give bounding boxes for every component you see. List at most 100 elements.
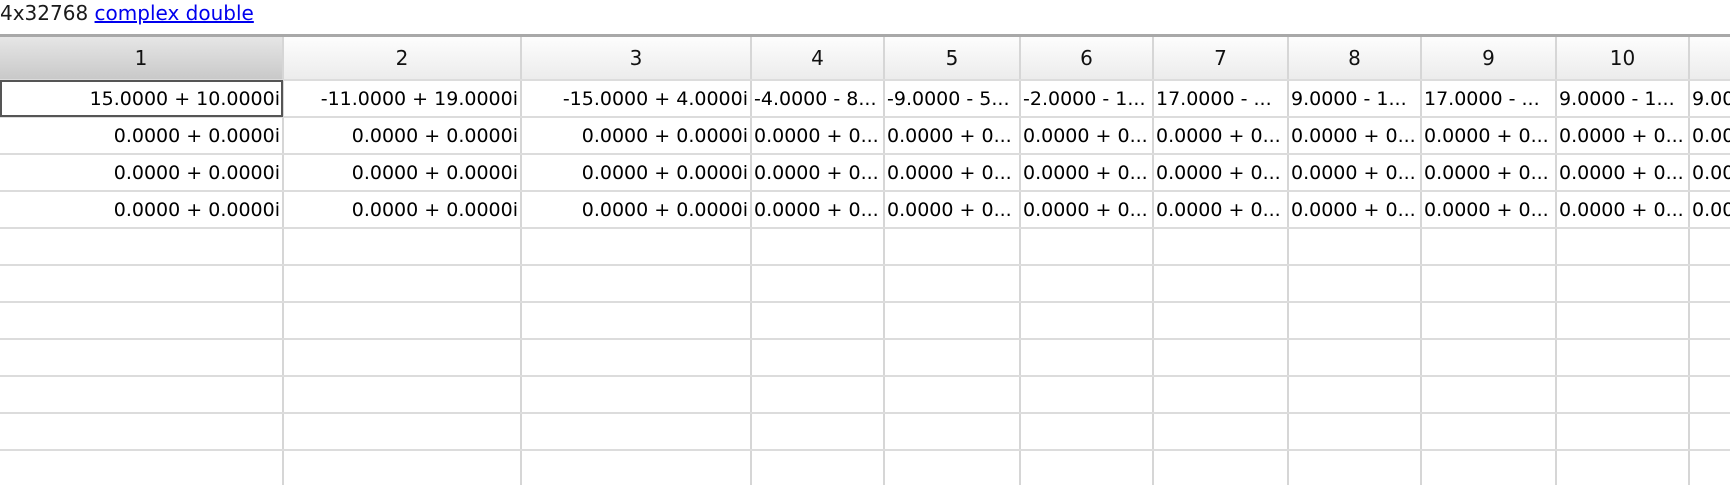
- empty-cell[interactable]: [0, 302, 284, 340]
- table-cell[interactable]: -15.0000 + 4.0000i: [521, 80, 752, 118]
- table-cell[interactable]: 0.0000 + 0.0000i: [521, 117, 752, 155]
- empty-cell[interactable]: [1288, 376, 1422, 414]
- empty-cell[interactable]: [1421, 339, 1557, 377]
- table-cell[interactable]: 0.0000 + 0.0000i: [0, 154, 284, 192]
- table-cell[interactable]: 0.0000 + 0...: [751, 117, 885, 155]
- table-cell[interactable]: 0.0000 + 0...: [1153, 191, 1289, 229]
- empty-cell[interactable]: [884, 265, 1021, 303]
- table-cell[interactable]: 0.0000 + 0...: [884, 191, 1021, 229]
- empty-cell[interactable]: [1421, 302, 1557, 340]
- table-cell[interactable]: 9.0000 - 1...: [1288, 80, 1422, 118]
- empty-cell[interactable]: [1020, 376, 1154, 414]
- table-cell[interactable]: 0.0000 + 0...: [1153, 154, 1289, 192]
- table-cell[interactable]: 0.0000 + 0...: [1421, 117, 1557, 155]
- empty-cell[interactable]: [1421, 450, 1557, 485]
- empty-cell[interactable]: [1288, 228, 1422, 266]
- variable-type-link[interactable]: complex double: [94, 1, 254, 25]
- table-cell[interactable]: 0.0000 + 0...: [1288, 117, 1422, 155]
- table-cell[interactable]: 0.0000 + 0...: [1556, 117, 1690, 155]
- empty-cell[interactable]: [521, 413, 752, 451]
- table-cell[interactable]: 0.0000 + 0...: [1556, 191, 1690, 229]
- table-cell[interactable]: 9.00: [1689, 80, 1730, 118]
- empty-cell[interactable]: [1556, 302, 1690, 340]
- empty-cell[interactable]: [1288, 450, 1422, 485]
- empty-cell[interactable]: [884, 450, 1021, 485]
- empty-cell[interactable]: [1556, 339, 1690, 377]
- column-header-10[interactable]: 10: [1556, 37, 1690, 81]
- column-header-8[interactable]: 8: [1288, 37, 1422, 81]
- empty-cell[interactable]: [1153, 265, 1289, 303]
- column-header-5[interactable]: 5: [884, 37, 1021, 81]
- table-cell[interactable]: 15.0000 + 10.0000i: [0, 80, 284, 118]
- empty-cell[interactable]: [1556, 413, 1690, 451]
- empty-cell[interactable]: [1153, 339, 1289, 377]
- table-cell[interactable]: 0.0000 + 0...: [1020, 154, 1154, 192]
- column-header-2[interactable]: 2: [283, 37, 522, 81]
- empty-cell[interactable]: [283, 413, 522, 451]
- empty-cell[interactable]: [884, 376, 1021, 414]
- empty-cell[interactable]: [283, 228, 522, 266]
- empty-cell[interactable]: [283, 302, 522, 340]
- empty-cell[interactable]: [1421, 265, 1557, 303]
- table-cell[interactable]: 0.0000 + 0.0000i: [283, 117, 522, 155]
- column-header-1[interactable]: 1: [0, 37, 284, 81]
- empty-cell[interactable]: [1556, 228, 1690, 266]
- empty-cell[interactable]: [521, 339, 752, 377]
- empty-cell[interactable]: [283, 339, 522, 377]
- empty-cell[interactable]: [0, 228, 284, 266]
- empty-cell[interactable]: [1689, 228, 1730, 266]
- column-header-3[interactable]: 3: [521, 37, 752, 81]
- empty-cell[interactable]: [521, 302, 752, 340]
- table-cell[interactable]: 0.0000 + 0.0000i: [0, 191, 284, 229]
- empty-cell[interactable]: [0, 413, 284, 451]
- empty-cell[interactable]: [1689, 265, 1730, 303]
- table-cell[interactable]: 0.0000 + 0...: [1153, 117, 1289, 155]
- table-cell[interactable]: 0.00: [1689, 117, 1730, 155]
- empty-cell[interactable]: [1421, 376, 1557, 414]
- empty-cell[interactable]: [1556, 265, 1690, 303]
- variable-editor-grid[interactable]: 1 2 3 4 5 6 7 8 9 10 15.0000 + 10.0000i -11.0000 +…: [0, 34, 1730, 485]
- table-cell[interactable]: 0.0000 + 0...: [1020, 191, 1154, 229]
- empty-cell[interactable]: [1689, 413, 1730, 451]
- empty-cell[interactable]: [1020, 339, 1154, 377]
- empty-cell[interactable]: [1421, 228, 1557, 266]
- empty-cell[interactable]: [1020, 265, 1154, 303]
- empty-cell[interactable]: [521, 376, 752, 414]
- table-cell[interactable]: 0.0000 + 0...: [751, 154, 885, 192]
- empty-cell[interactable]: [1556, 376, 1690, 414]
- table-cell[interactable]: 0.0000 + 0...: [884, 117, 1021, 155]
- empty-cell[interactable]: [1153, 302, 1289, 340]
- empty-cell[interactable]: [884, 413, 1021, 451]
- empty-cell[interactable]: [283, 376, 522, 414]
- table-cell[interactable]: 0.0000 + 0...: [1556, 154, 1690, 192]
- empty-cell[interactable]: [0, 450, 284, 485]
- table-cell[interactable]: -9.0000 - 5...: [884, 80, 1021, 118]
- table-cell[interactable]: -2.0000 - 1...: [1020, 80, 1154, 118]
- column-header-4[interactable]: 4: [751, 37, 885, 81]
- table-cell[interactable]: -4.0000 - 8...: [751, 80, 885, 118]
- table-cell[interactable]: 9.0000 - 1...: [1556, 80, 1690, 118]
- table-cell[interactable]: 0.0000 + 0.0000i: [521, 154, 752, 192]
- empty-cell[interactable]: [521, 265, 752, 303]
- empty-cell[interactable]: [751, 339, 885, 377]
- empty-cell[interactable]: [751, 265, 885, 303]
- empty-cell[interactable]: [751, 450, 885, 485]
- table-cell[interactable]: 0.0000 + 0.0000i: [0, 117, 284, 155]
- empty-cell[interactable]: [751, 413, 885, 451]
- empty-cell[interactable]: [1556, 450, 1690, 485]
- empty-cell[interactable]: [1153, 376, 1289, 414]
- empty-cell[interactable]: [1288, 413, 1422, 451]
- empty-cell[interactable]: [1421, 413, 1557, 451]
- table-cell[interactable]: 0.0000 + 0...: [751, 191, 885, 229]
- table-cell[interactable]: 17.0000 - ...: [1153, 80, 1289, 118]
- empty-cell[interactable]: [1689, 302, 1730, 340]
- empty-cell[interactable]: [1153, 450, 1289, 485]
- empty-cell[interactable]: [1689, 376, 1730, 414]
- empty-cell[interactable]: [1288, 302, 1422, 340]
- column-header-next[interactable]: [1689, 37, 1730, 81]
- empty-cell[interactable]: [1153, 413, 1289, 451]
- empty-cell[interactable]: [0, 376, 284, 414]
- empty-cell[interactable]: [0, 265, 284, 303]
- table-cell[interactable]: 0.0000 + 0...: [884, 154, 1021, 192]
- empty-cell[interactable]: [283, 450, 522, 485]
